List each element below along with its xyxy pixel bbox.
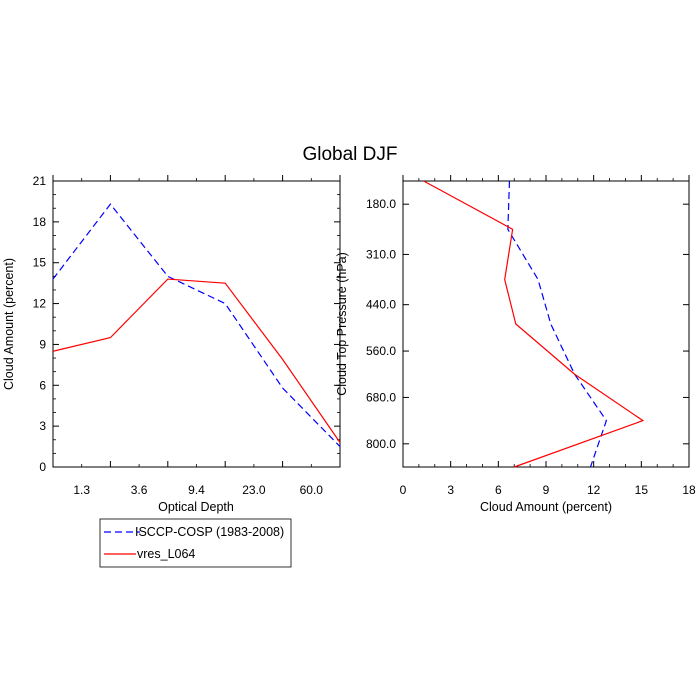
left-plot-frame xyxy=(52,180,341,468)
left-x-tick-label: 1.3 xyxy=(73,483,90,497)
right-x-tick-label: 6 xyxy=(495,483,502,497)
left-x-axis-label: Optical Depth xyxy=(158,500,234,514)
left-y-tick-label: 18 xyxy=(33,215,47,229)
left-x-tick-label: 23.0 xyxy=(242,483,266,497)
left-ticks: 0 3 6 9 12 15 18 21 1.3 3.6 9.4 23.0 60.0 xyxy=(33,174,341,497)
left-y-tick-label: 3 xyxy=(39,419,46,433)
right-y-tick-label: 560.0 xyxy=(366,344,396,358)
left-x-tick-label: 9.4 xyxy=(188,483,205,497)
left-y-tick-label: 0 xyxy=(39,460,46,474)
legend-label-vres: vres_L064 xyxy=(137,547,195,561)
right-x-tick-label: 12 xyxy=(587,483,601,497)
chart-title: Global DJF xyxy=(302,144,397,165)
right-series xyxy=(423,180,645,468)
right-y-tick-label: 800.0 xyxy=(366,437,396,451)
left-x-tick-label: 3.6 xyxy=(131,483,148,497)
left-x-tick-label: 60.0 xyxy=(300,483,324,497)
right-ticks: 0 3 6 9 12 15 18 180.0 310.0 440.0 560.0 680.0 800.0 xyxy=(366,175,696,497)
left-y-tick-label: 6 xyxy=(39,378,46,392)
right-y-tick-label: 180.0 xyxy=(366,197,396,211)
right-x-tick-label: 15 xyxy=(635,483,649,497)
right-series-line-isccp xyxy=(507,180,608,468)
legend-box xyxy=(99,518,292,568)
legend-label-isccp: ISCCP-COSP (1983-2008) xyxy=(135,525,284,539)
right-x-tick-label: 0 xyxy=(400,483,407,497)
left-y-tick-label: 15 xyxy=(33,256,47,270)
right-y-axis-label: Cloud Top Pressure (hPa) xyxy=(335,252,349,396)
left-y-tick-label: 9 xyxy=(39,337,46,351)
right-x-axis-label: Cloud Amount (percent) xyxy=(480,500,612,514)
left-y-axis-label: Cloud Amount (percent) xyxy=(2,258,16,390)
left-series-line-isccp xyxy=(52,203,341,447)
right-panel: 0 3 6 9 12 15 18 180.0 310.0 440.0 560.0 680.0 800.0… xyxy=(335,175,696,514)
left-panel: 0 3 6 9 12 15 18 21 1.3 3.6 9.4 23.0 60.0 Optical De… xyxy=(2,174,341,514)
left-y-tick-label: 12 xyxy=(33,297,47,311)
right-y-tick-label: 440.0 xyxy=(366,298,396,312)
legend: ISCCP-COSP (1983-2008) vres_L064 xyxy=(99,518,292,568)
right-y-tick-label: 680.0 xyxy=(366,390,396,404)
right-plot-frame xyxy=(402,180,690,468)
left-series xyxy=(52,203,341,447)
right-x-tick-label: 18 xyxy=(682,483,696,497)
right-y-tick-label: 310.0 xyxy=(366,247,396,261)
left-series-line-vres xyxy=(52,278,341,443)
right-x-tick-label: 3 xyxy=(447,483,454,497)
right-x-tick-label: 9 xyxy=(543,483,550,497)
right-series-line-vres xyxy=(423,180,645,468)
left-y-tick-label: 21 xyxy=(33,174,47,188)
